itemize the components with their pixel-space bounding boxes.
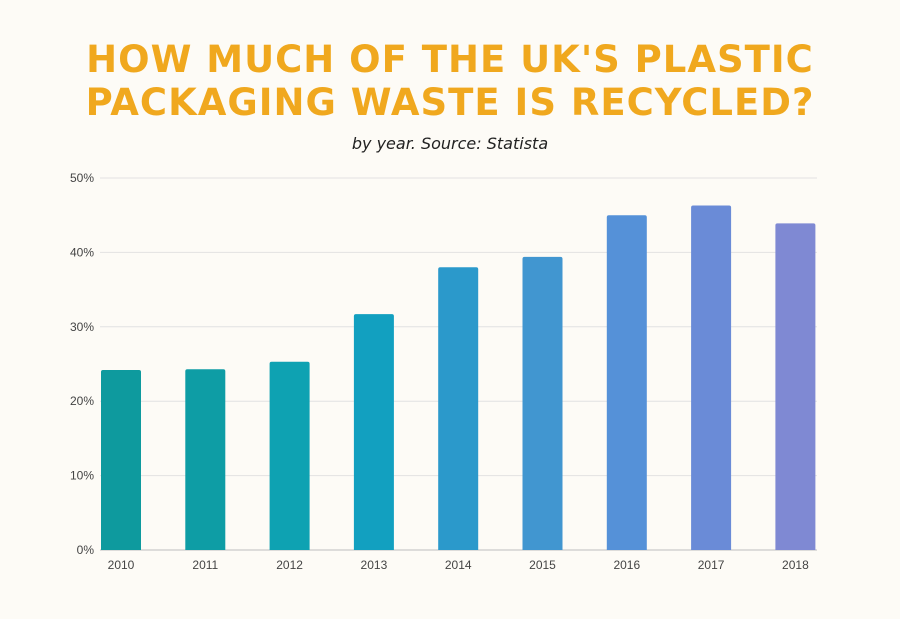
x-tick-label: 2014 [445,558,472,572]
bar-2012 [269,361,310,550]
bar-2016 [606,215,647,550]
x-tick-label: 2017 [698,558,725,572]
y-tick-label: 0% [77,543,95,557]
bar-2017 [691,205,732,550]
bar-2018 [775,223,816,550]
x-tick-label: 2015 [529,558,556,572]
y-tick-label: 30% [70,320,94,334]
y-tick-label: 10% [70,469,94,483]
x-axis: 2010 2011 2012 2013 2014 2015 2016 2017 2018 [108,558,809,572]
y-tick-label: 50% [70,171,94,185]
bar-2010 [101,369,141,550]
bar-2013 [353,314,394,550]
y-tick-label: 40% [70,245,94,259]
bar-2011 [185,369,226,550]
y-axis: 0% 10% 20% 30% 40% 50% [70,171,94,557]
x-tick-label: 2011 [192,558,218,572]
x-tick-label: 2013 [361,558,388,572]
bars [101,205,816,550]
x-tick-label: 2018 [782,558,809,572]
x-tick-label: 2010 [108,558,135,572]
chart-subtitle: by year. Source: Statista [351,134,549,153]
x-tick-label: 2016 [613,558,640,572]
bar-2014 [438,267,479,550]
chart-title: HOW MUCH OF THE UK'S PLASTIC PACKAGING W… [85,38,815,124]
bar-2015 [522,256,563,550]
x-tick-label: 2012 [276,558,303,572]
y-tick-label: 20% [70,394,94,408]
